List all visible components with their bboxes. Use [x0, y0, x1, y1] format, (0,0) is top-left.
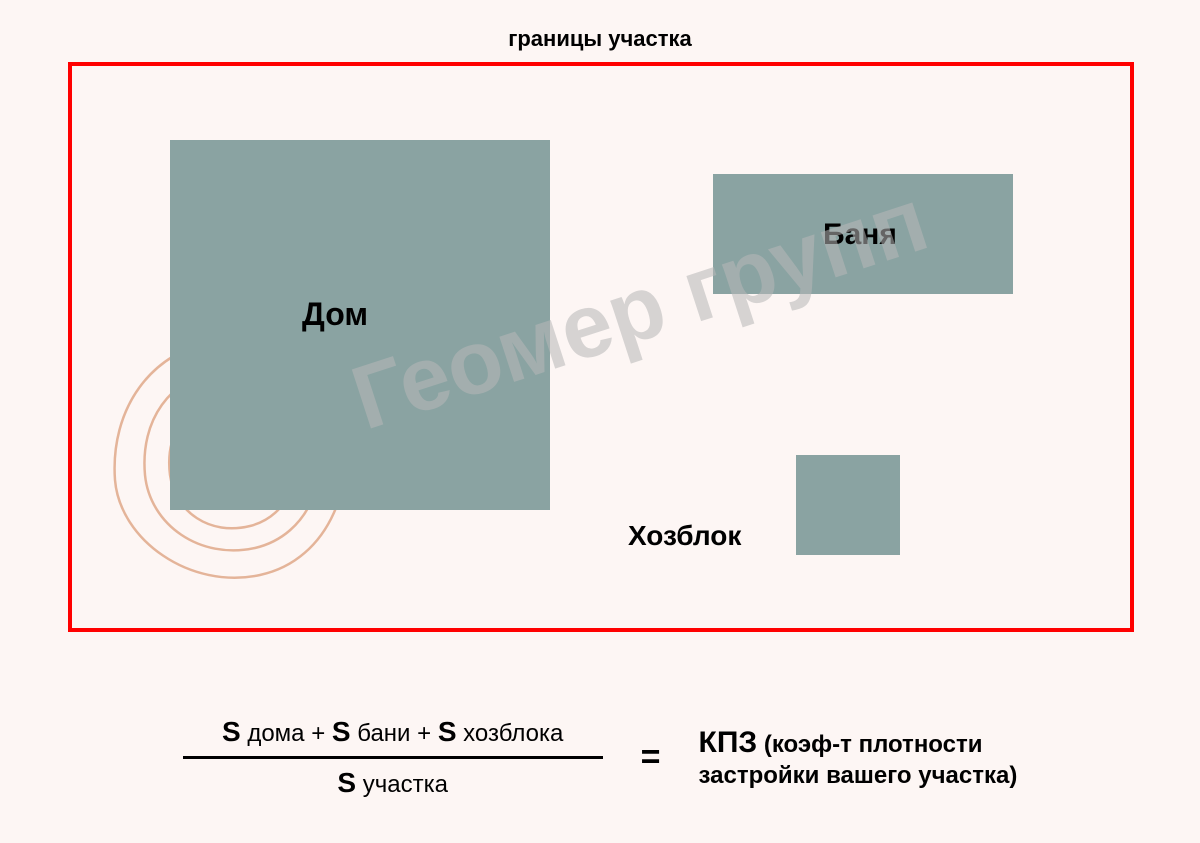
formula-rhs-kpz: КПЗ [699, 726, 758, 759]
bath-label: Баня [823, 218, 897, 252]
formula-equals: = [641, 738, 661, 777]
shed-block [796, 455, 900, 555]
house-label: Дом [302, 296, 368, 333]
formula: S дома + S бани + S хозблока S участка =… [0, 716, 1200, 799]
formula-fraction-line [183, 756, 603, 759]
shed-label: Хозблок [628, 520, 741, 552]
formula-rhs-desc2: застройки вашего участка) [699, 761, 1018, 791]
diagram-title: границы участка [0, 26, 1200, 52]
formula-numerator: S дома + S бани + S хозблока [222, 716, 563, 748]
formula-denominator: S участка [337, 767, 448, 799]
formula-rhs-desc1: (коэф-т плотности [757, 731, 982, 758]
formula-rhs: КПЗ (коэф-т плотности застройки вашего у… [699, 724, 1018, 792]
formula-fraction: S дома + S бани + S хозблока S участка [183, 716, 603, 799]
